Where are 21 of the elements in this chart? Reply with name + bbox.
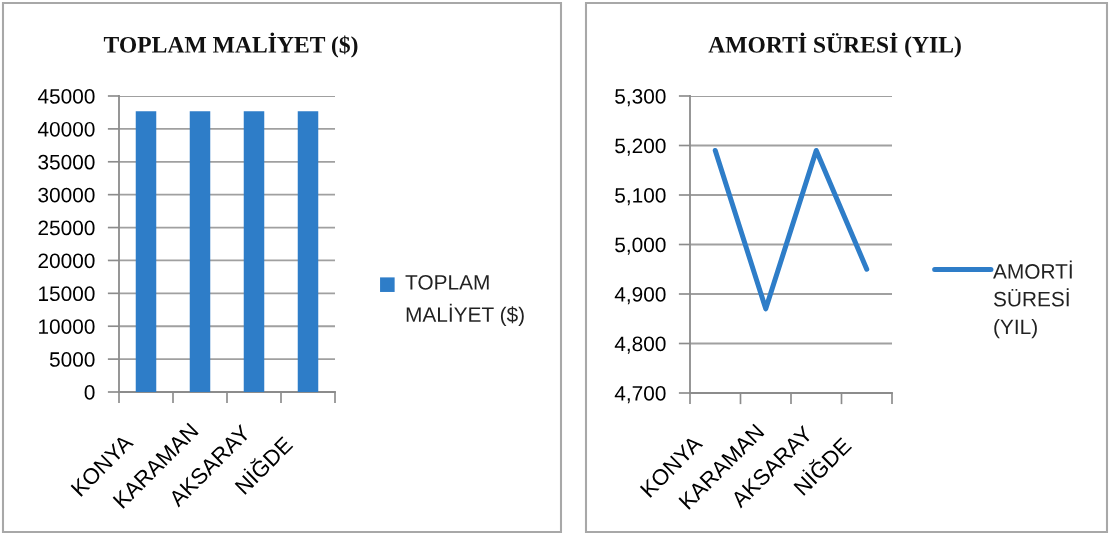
y-tick-label: 5,000 <box>615 237 666 255</box>
y-tick-label: 35000 <box>38 154 95 170</box>
y-tick-label: 15000 <box>39 286 95 302</box>
y-tick-label: 45000 <box>37 89 95 104</box>
y-tick-label: 0 <box>84 385 95 400</box>
y-tick-label: 25000 <box>38 220 95 236</box>
y-tick-label: 30000 <box>38 187 95 203</box>
y-tick-label: 5,200 <box>615 138 666 156</box>
chart-title: AMORTİ SÜRESİ (YIL) <box>708 32 961 58</box>
y-tick-label: 5,300 <box>615 89 666 107</box>
y-tick-label: 5,100 <box>615 188 666 206</box>
y-tick-label: 20000 <box>38 253 95 269</box>
y-tick-label: 40000 <box>37 121 95 137</box>
y-tick-label: 4,800 <box>614 336 666 354</box>
y-tick-label: 5000 <box>49 352 95 367</box>
y-tick-label: 4,700 <box>614 386 666 404</box>
y-tick-label: 4,900 <box>614 287 666 305</box>
chart-title: TOPLAM MALİYET ($) <box>103 32 358 58</box>
legend-label: AMORTİ SÜRESİ (YIL) <box>993 260 1072 339</box>
y-tick-label: 10000 <box>39 319 95 334</box>
legend-label: TOPLAM MALİYET ($) <box>405 274 524 327</box>
